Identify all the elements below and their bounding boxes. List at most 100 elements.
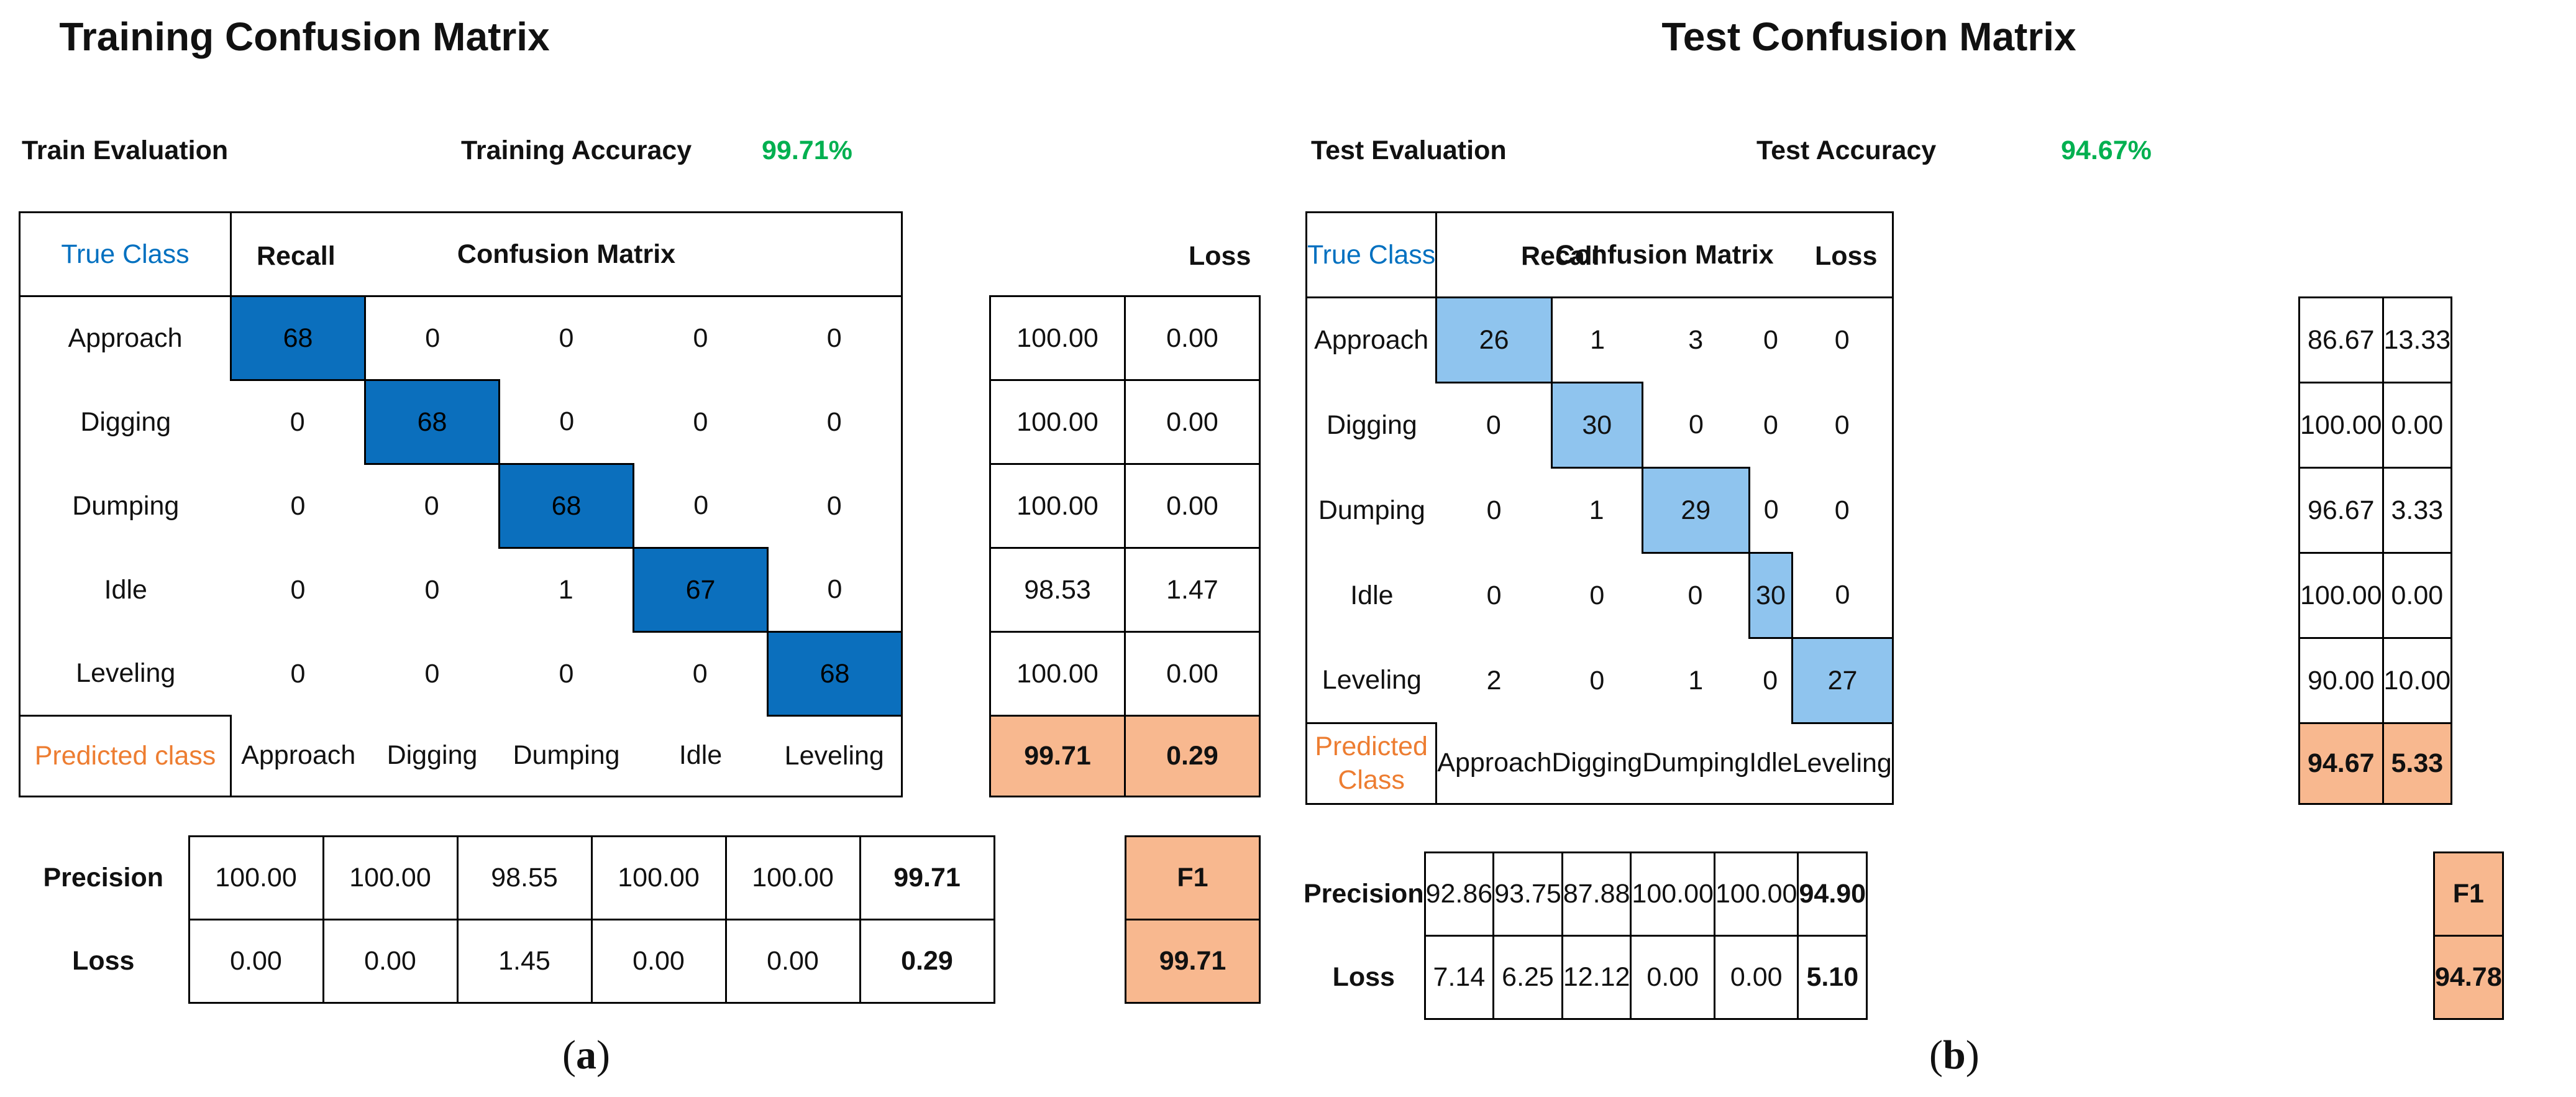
recall-row: 100.00 0.00 (989, 631, 1261, 717)
recall-row: 100.00 0.00 (989, 463, 1261, 549)
matrix-row: Digging 0 30 0 0 0 (1305, 382, 1894, 469)
recall-row: 100.00 0.00 (989, 379, 1261, 465)
recall-value: 100.00 (989, 379, 1126, 465)
precision-loss-total: 0.29 (859, 919, 995, 1004)
recall-loss-header: Loss (1189, 241, 1251, 271)
matrix-cell: 27 (1791, 637, 1894, 724)
chart-title: Test Confusion Matrix (1661, 14, 2076, 59)
precision-value: 92.86 (1423, 851, 1495, 937)
accuracy-value: 99.71% (762, 135, 852, 165)
recall-header: Recall (1521, 241, 1600, 271)
matrix-cell: 0 (425, 323, 441, 353)
matrix-cell: 67 (633, 547, 769, 633)
precision-total: 94.90 (1797, 851, 1868, 937)
precision-loss-value: 1.45 (456, 919, 593, 1004)
recall-loss-total: 0.29 (1124, 715, 1261, 797)
true-class-label: True Class (1305, 211, 1438, 298)
row-class-label: Digging (1305, 382, 1436, 468)
matrix-cell: 68 (767, 631, 903, 717)
panel-a: Training Confusion Matrix Train Evaluatio… (19, 14, 1261, 1078)
precision-table: Precision 92.86 93.75 87.88 100.00 100.00 94.9… (1304, 851, 1868, 1020)
evaluation-label: Test Evaluation (1311, 135, 1507, 165)
precision-loss-value: 12.12 (1561, 935, 1632, 1020)
recall-loss-value: 0.00 (1124, 631, 1261, 717)
column-class-label: Dumping (1642, 723, 1750, 805)
recall-header: Recall (257, 241, 336, 271)
column-class-label: Approach (231, 715, 365, 797)
panel-caption: (a) (562, 1032, 610, 1078)
row-class-label: Leveling (19, 631, 231, 716)
precision-value: 87.88 (1561, 851, 1632, 937)
matrix-cell: 0 (1792, 382, 1894, 468)
recall-table: 100.00 0.00 100.00 0.00 100.00 0.00 98.53 1.47 1… (989, 295, 1261, 797)
matrix-row: Approach 26 1 3 0 0 (1305, 296, 1894, 383)
matrix-cell: 0 (1589, 665, 1605, 695)
matrix-cell: 0 (559, 323, 574, 354)
matrix-cell: 0 (1486, 495, 1502, 525)
column-class-label: Digging (365, 715, 500, 797)
accuracy-label: Test Accuracy (1756, 135, 1937, 165)
row-class-label: Dumping (1305, 467, 1436, 553)
precision-value: 100.00 (322, 835, 459, 920)
recall-loss-header: Loss (1815, 241, 1878, 271)
recall-value: 100.00 (2298, 552, 2384, 639)
matrix-row: Dumping 0 0 68 0 0 (19, 463, 903, 549)
row-class-label: Leveling (1305, 638, 1436, 723)
matrix-cell: 0 (290, 407, 305, 438)
panel-letter: a (575, 1032, 596, 1078)
precision-row: Precision 100.00 100.00 98.55 100.00 100.00 99… (19, 835, 995, 920)
row-class-label: Approach (1305, 297, 1436, 383)
recall-total: 99.71 (989, 715, 1126, 797)
predicted-class-label: Predicted class (19, 715, 232, 797)
recall-value: 100.00 (2298, 382, 2384, 469)
precision-loss-total: 5.10 (1797, 935, 1868, 1020)
matrix-cell: 0 (290, 658, 306, 689)
matrix-cell: 30 (1748, 552, 1794, 639)
matrix-cell: 30 (1550, 382, 1643, 469)
recall-loss-value: 0.00 (1124, 295, 1261, 381)
precision-loss-value: 0.00 (188, 919, 324, 1004)
precision-loss-value: 0.00 (1630, 935, 1715, 1020)
matrix-cell: 0 (424, 658, 440, 689)
matrix-cell: 0 (1486, 410, 1501, 441)
recall-row: 98.53 1.47 (989, 547, 1261, 633)
recall-value: 100.00 (989, 463, 1126, 549)
precision-loss-value: 0.00 (322, 919, 459, 1004)
recall-loss-value: 0.00 (2382, 552, 2453, 639)
f1-label: F1 (2433, 851, 2504, 937)
matrix-header: Confusion Matrix (1435, 211, 1894, 298)
matrix-cell: 0 (290, 574, 306, 605)
recall-value: 86.67 (2298, 296, 2384, 383)
matrix-cell: 3 (1688, 325, 1704, 356)
recall-value: 90.00 (2298, 637, 2384, 724)
panel-letter: b (1942, 1032, 1966, 1078)
recall-loss-value: 3.33 (2382, 467, 2453, 554)
matrix-cell: 0 (1792, 467, 1894, 553)
precision-value: 100.00 (188, 835, 324, 920)
matrix-row: Idle 0 0 1 67 0 (19, 547, 903, 633)
matrix-cell: 1 (1688, 665, 1704, 695)
evaluation-label: Train Evaluation (22, 135, 229, 165)
matrix-cell: 0 (424, 491, 439, 521)
matrix-cell: 0 (767, 464, 903, 548)
matrix-cell: 29 (1641, 467, 1750, 554)
matrix-cell: 26 (1435, 296, 1553, 383)
matrix-cell: 0 (1689, 409, 1704, 439)
precision-loss-label: Loss (72, 946, 135, 976)
matrix-cell: 0 (424, 574, 440, 605)
recall-loss-value: 13.33 (2382, 296, 2453, 383)
recall-row: 100.00 0.00 (989, 295, 1261, 381)
matrix-cell: 0 (290, 490, 306, 521)
matrix-cell: 0 (692, 659, 708, 689)
recall-loss-total: 5.33 (2382, 722, 2453, 805)
matrix-cell: 0 (1763, 325, 1778, 356)
matrix-cell: 0 (1792, 553, 1894, 638)
matrix-cell: 68 (230, 295, 366, 381)
matrix-cell: 0 (693, 406, 708, 437)
panel-b: Test Confusion Matrix Test Evaluation Test… (1304, 14, 2504, 1078)
matrix-cell: 0 (693, 323, 708, 354)
precision-value: 100.00 (724, 835, 861, 920)
predicted-class-label: Predicted Class (1305, 722, 1438, 805)
matrix-cell: 0 (559, 658, 574, 689)
precision-total: 99.71 (859, 835, 995, 920)
